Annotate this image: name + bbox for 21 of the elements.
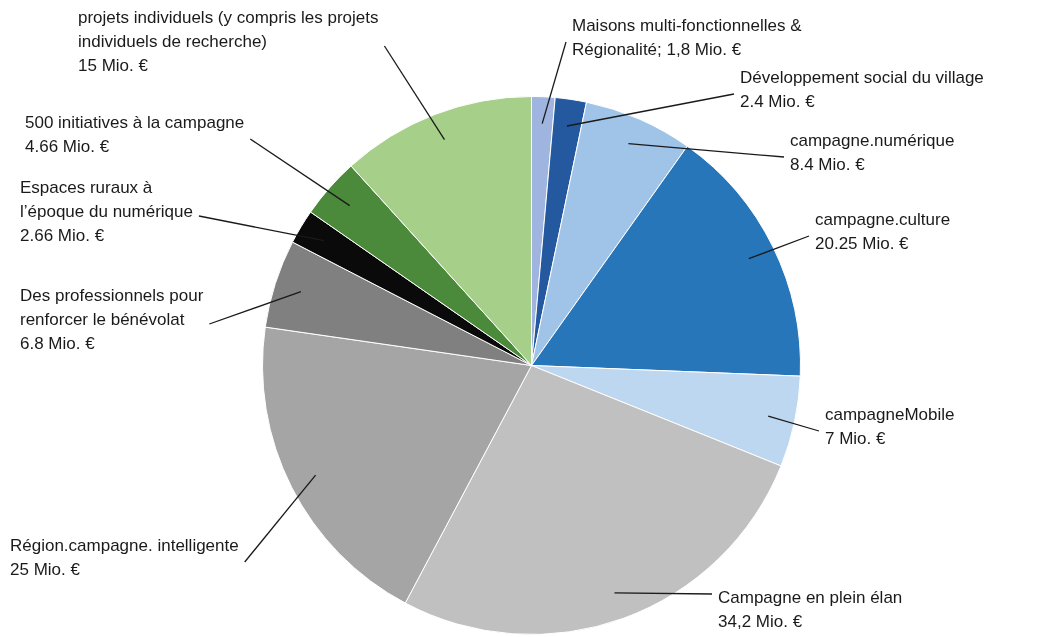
slice-label: Développement social du village [740,68,984,88]
slice-label: Espaces ruraux à l’époque du numérique [20,178,193,222]
data-label: 2.4 Mio. € [740,92,816,112]
data-label: 25 Mio. € [10,560,81,580]
slice-label: Maisons multi-fonctionnelles & Régionalité; 1,8 Mio. € [572,16,803,60]
data-label: 4.66 Mio. € [25,137,110,157]
slice-label: projets individuels (y compris les projets individuels de recherche) [78,8,379,52]
slice-label: Région.campagne. intelligente [10,536,239,556]
slice-label: Campagne en plein élan [718,588,903,608]
slice-label: campagne.culture [815,210,951,230]
data-label: 8.4 Mio. € [790,155,866,175]
slice-label: Des professionnels pour renforcer le bénévolat [20,286,204,330]
slice-label: campagne.numérique [790,131,955,151]
data-label: 20.25 Mio. € [815,234,910,254]
data-label: 6.8 Mio. € [20,334,96,354]
slice-label: 500 initiatives à la campagne [25,113,245,133]
data-label: 7 Mio. € [825,429,887,449]
data-label: 15 Mio. € [78,56,149,76]
slice-label: campagneMobile [825,405,955,425]
data-label: 34,2 Mio. € [718,612,803,632]
data-label: 2.66 Mio. € [20,226,105,246]
